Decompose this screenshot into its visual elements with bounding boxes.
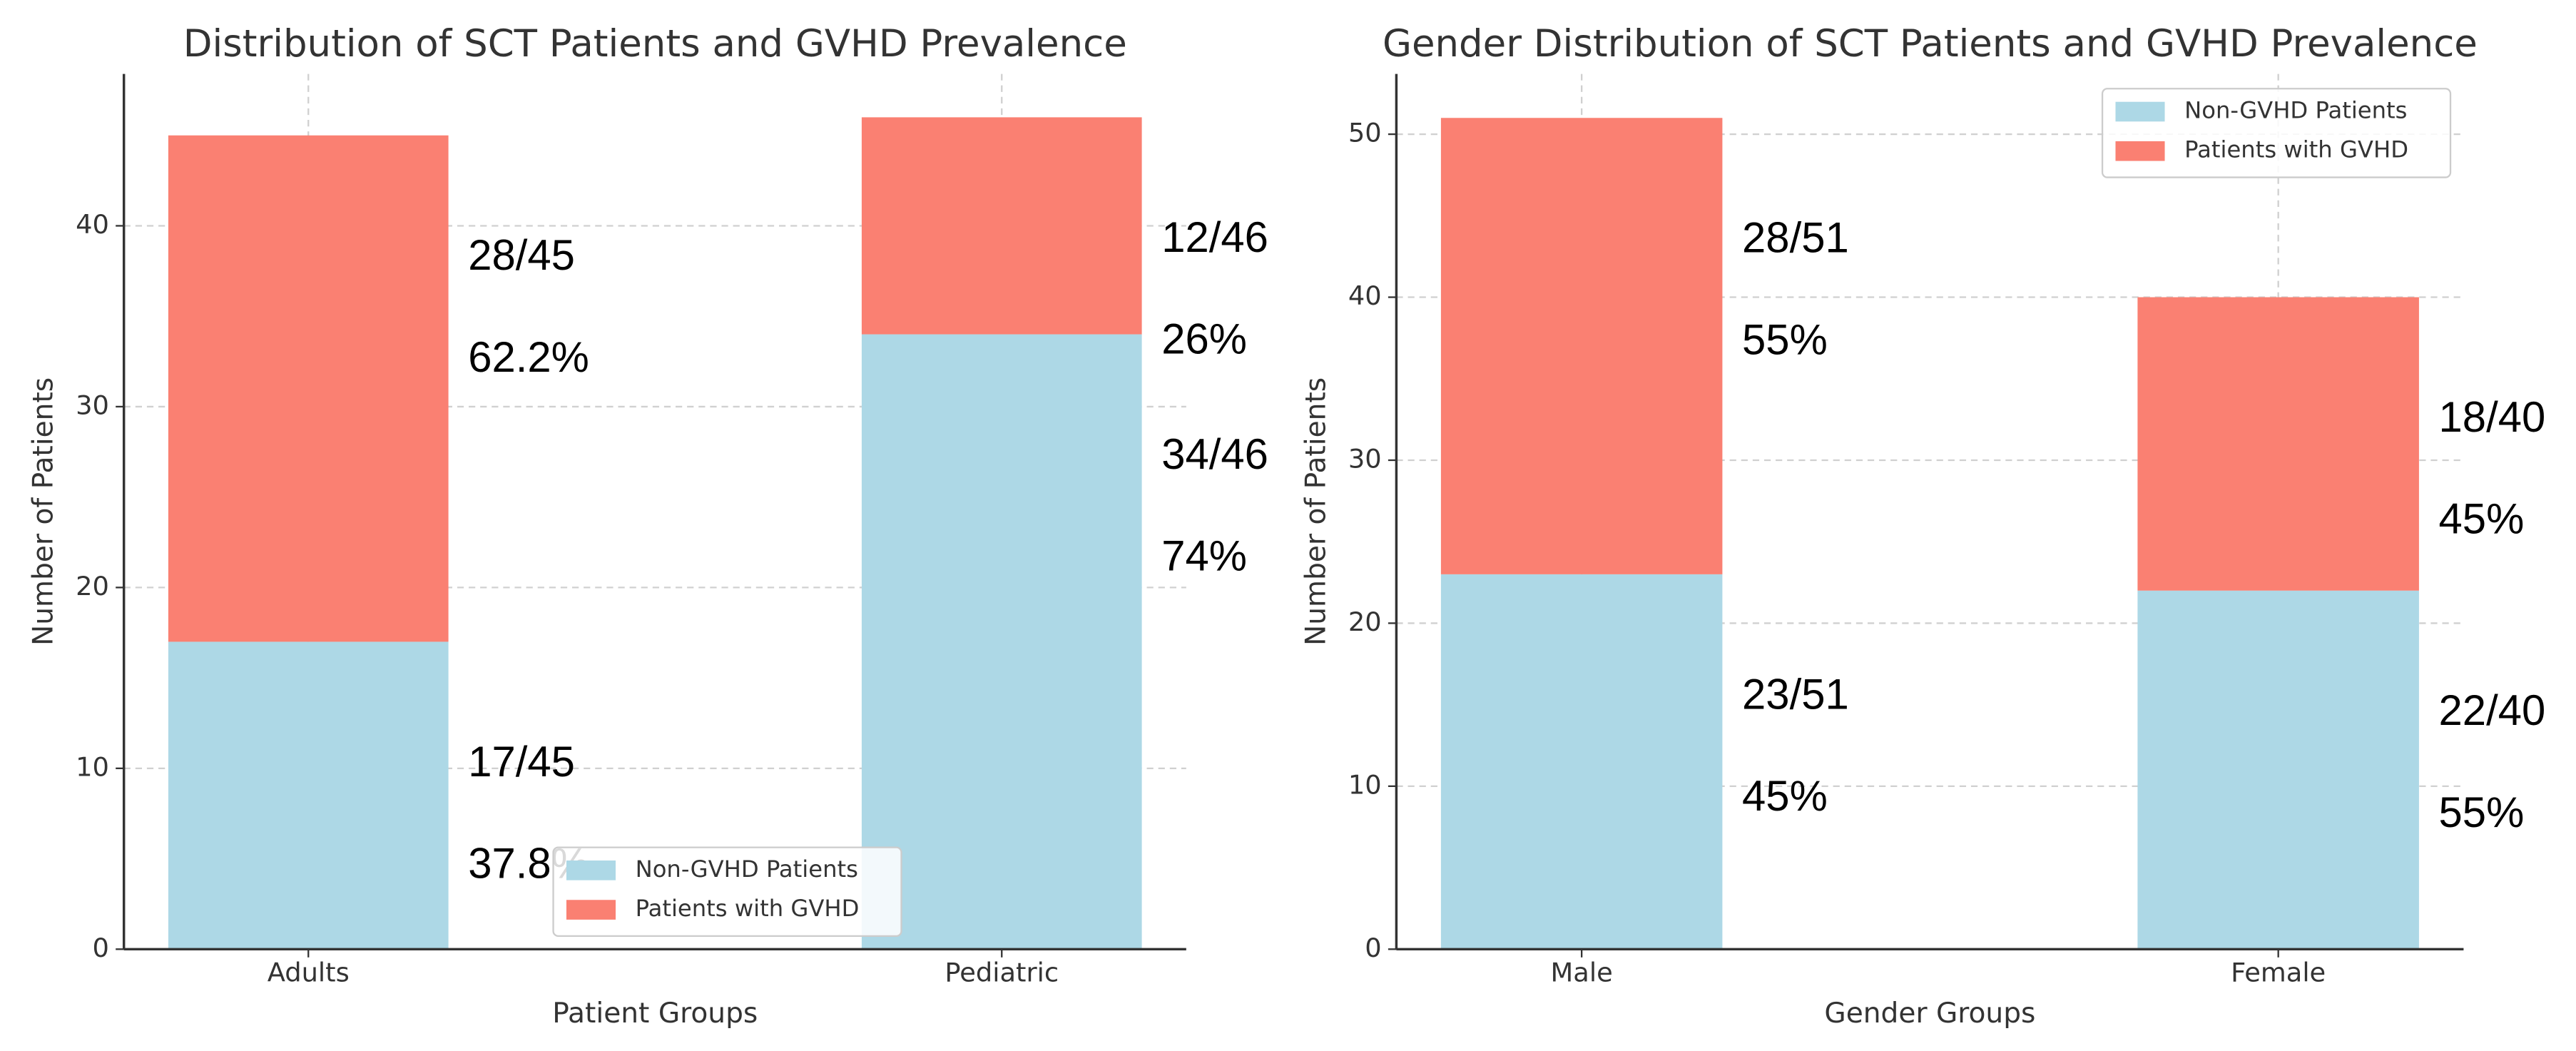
legend-label: Non-GVHD Patients: [2184, 97, 2407, 124]
value-label: 23/51: [1742, 670, 1849, 718]
x-tick-label: Female: [2231, 957, 2326, 987]
y-tick-label: 50: [1348, 118, 1382, 148]
y-tick-label: 0: [93, 933, 109, 963]
share-label: 26%: [1161, 315, 1247, 363]
bar-segment: [168, 135, 449, 642]
legend-swatch: [2115, 101, 2165, 122]
y-tick-label: 20: [76, 571, 109, 601]
y-tick-label: 10: [76, 751, 109, 782]
value-label: 28/51: [1742, 214, 1849, 262]
legend-box: [2101, 88, 2452, 178]
bar-segment: [861, 334, 1142, 950]
bar-segment: [168, 641, 449, 950]
value-label: 18/40: [2439, 393, 2546, 441]
y-tick-label: 40: [76, 209, 109, 240]
y-tick-label: 40: [1348, 280, 1382, 311]
value-label: 17/45: [468, 738, 575, 786]
bar-segment: [1440, 574, 1723, 950]
value-label: 12/46: [1161, 213, 1268, 261]
y-tick-label: 30: [76, 390, 109, 420]
bar-segment: [2137, 297, 2419, 591]
legend-swatch: [2115, 141, 2165, 161]
share-label: 55%: [1742, 315, 1828, 363]
x-axis-label: Gender Groups: [1824, 997, 2035, 1030]
legend-swatch: [566, 900, 616, 920]
y-tick-label: 10: [1348, 769, 1382, 800]
y-tick-label: 20: [1348, 606, 1382, 637]
share-label: 45%: [1742, 772, 1828, 820]
value-label: 28/45: [468, 231, 575, 279]
bar-segment: [861, 117, 1142, 335]
legend: Non-GVHD Patients Patients with GVHD: [2101, 88, 2452, 178]
value-label: 22/40: [2439, 686, 2546, 734]
legend-label: Non-GVHD Patients: [636, 855, 858, 883]
share-label: 45%: [2439, 495, 2525, 543]
bar-segment: [2137, 590, 2419, 950]
chart-title: Distribution of SCT Patients and GVHD Pr…: [183, 22, 1127, 66]
legend-swatch: [566, 860, 616, 880]
x-axis-label: Patient Groups: [552, 997, 758, 1030]
share-label: 55%: [2439, 788, 2525, 836]
y-tick-label: 30: [1348, 443, 1382, 474]
chart-panel: Distribution of SCT Patients and GVHD Pr…: [28, 22, 1268, 1030]
chart-title: Gender Distribution of SCT Patients and …: [1383, 22, 2478, 66]
y-axis-label: Number of Patients: [28, 377, 60, 646]
legend: Non-GVHD Patients Patients with GVHD: [552, 846, 902, 938]
value-label: 34/46: [1161, 430, 1268, 478]
legend-label: Patients with GVHD: [2184, 136, 2408, 163]
x-tick-label: Adults: [268, 957, 350, 987]
share-label: 62.2%: [468, 333, 589, 381]
legend-label: Patients with GVHD: [636, 895, 860, 922]
x-tick-label: Male: [1551, 957, 1613, 987]
share-label: 74%: [1161, 532, 1247, 580]
y-axis-label: Number of Patients: [1300, 377, 1332, 646]
bar-segment: [1440, 118, 1723, 574]
x-tick-label: Pediatric: [945, 957, 1059, 987]
legend-box: [552, 846, 902, 938]
y-tick-label: 0: [1365, 933, 1381, 963]
chart-panel: Gender Distribution of SCT Patients and …: [1300, 22, 2545, 1030]
